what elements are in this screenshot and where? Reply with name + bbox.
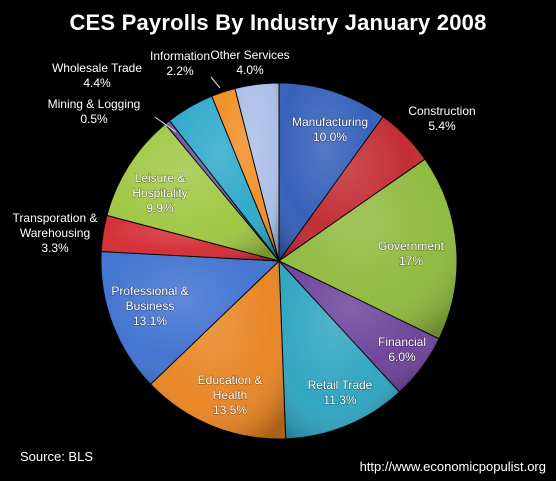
slice-label-transporation-warehousing: Transporation & Warehousing 3.3% bbox=[13, 211, 98, 255]
pie-slice-shine bbox=[106, 124, 279, 261]
pie-slice-shine bbox=[279, 261, 400, 439]
slice-label-mining-logging: Mining & Logging 0.5% bbox=[48, 97, 141, 126]
pie-slice-shine bbox=[234, 83, 279, 261]
leader-line bbox=[154, 116, 177, 133]
slice-label-professional-business: Professional & Business 13.1% bbox=[111, 284, 188, 328]
pie-slice-shine bbox=[150, 261, 286, 440]
slice-label-retail-trade: Retail Trade 11.3% bbox=[308, 378, 373, 407]
slice-label-other-services: Other Services 4.0% bbox=[210, 48, 289, 77]
pie-slice-shine bbox=[211, 88, 279, 261]
slice-label-leisure-hospitality: Leisure & Hospitality 9.9% bbox=[132, 171, 187, 215]
source-note: Source: BLS bbox=[20, 449, 93, 464]
leader-line bbox=[210, 76, 221, 89]
pie-slice-shine bbox=[169, 96, 279, 262]
slice-label-financial: Financial 6.0% bbox=[378, 335, 426, 364]
website-credit: http://www.economicpopulist.org bbox=[359, 459, 546, 474]
slice-label-wholesale-trade: Wholesale Trade 4.4% bbox=[52, 61, 142, 90]
pie-slice-shine bbox=[100, 251, 279, 385]
slice-label-construction: Construction 5.4% bbox=[408, 104, 475, 133]
slice-label-education-health: Education & Health 13.5% bbox=[198, 373, 263, 417]
pie-slice-shine bbox=[279, 116, 425, 261]
pie-slice-shine bbox=[279, 261, 440, 393]
pie-slice-shine bbox=[279, 83, 384, 261]
pie-slice-shine bbox=[279, 159, 457, 339]
slice-label-information: Information 2.2% bbox=[150, 49, 210, 78]
slice-label-manufacturing: Manufacturing 10.0% bbox=[292, 115, 368, 144]
pie-slice-shine bbox=[165, 120, 279, 261]
chart-title: CES Payrolls By Industry January 2008 bbox=[69, 10, 487, 35]
slice-label-government: Government 17% bbox=[378, 239, 445, 268]
